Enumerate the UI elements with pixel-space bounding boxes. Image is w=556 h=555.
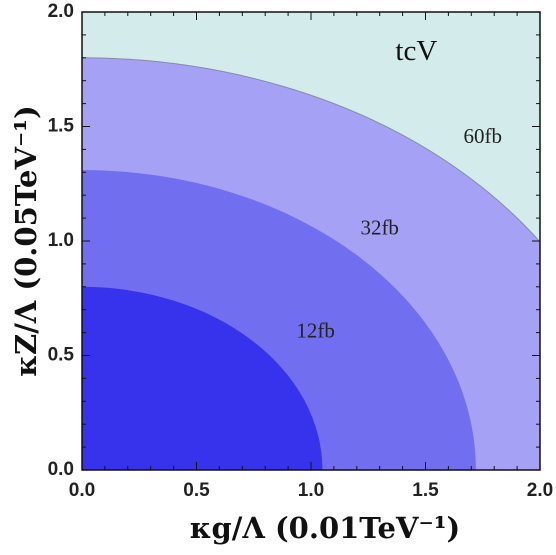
x-tick-label: 0.0 [69, 480, 95, 501]
x-axis-title: κg/Λ (0.01TeV⁻¹) [190, 511, 461, 545]
y-tick-label: 1.5 [48, 116, 75, 137]
contour-regions [82, 57, 540, 470]
region-label-32fb: 32fb [360, 215, 399, 239]
region-12fb [82, 286, 323, 470]
x-axis-ticks: 0.0 0.5 1.0 1.5 2.0 [69, 12, 553, 501]
y-tick-label: 1.0 [48, 230, 74, 251]
y-axis-ticks: 0.0 0.5 1.0 1.5 2.0 [48, 1, 540, 480]
region-labels: 60fb 32fb 12fb [296, 124, 502, 343]
y-tick-label: 0.0 [48, 459, 74, 480]
x-tick-label: 2.0 [527, 480, 553, 501]
y-axis-title: κZ/Λ (0.05TeV⁻¹) [9, 105, 43, 376]
x-tick-label: 0.5 [183, 480, 210, 501]
plot-area [81, 11, 541, 471]
y-tick-label: 2.0 [48, 1, 74, 22]
region-label-12fb: 12fb [296, 318, 335, 342]
y-tick-label: 0.5 [48, 345, 75, 366]
x-tick-label: 1.0 [298, 480, 324, 501]
region-label-60fb: 60fb [464, 124, 503, 148]
annotation-tcv: tcV [395, 35, 437, 67]
x-tick-label: 1.5 [412, 480, 439, 501]
